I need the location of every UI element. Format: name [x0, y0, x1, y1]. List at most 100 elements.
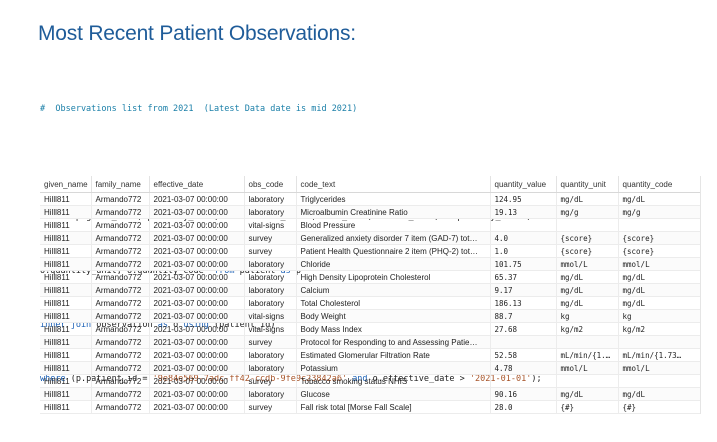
- cell-effective-date[interactable]: 2021-03-07 00:00:00: [149, 335, 245, 349]
- cell-obs-code[interactable]: survey: [244, 374, 297, 388]
- results-grid[interactable]: given_name family_name effective_date obs_c…: [40, 176, 701, 414]
- cell-quantity-value[interactable]: 124.95: [490, 192, 557, 206]
- cell-given-name[interactable]: Hilll811: [40, 387, 92, 401]
- cell-family-name[interactable]: Armando772: [91, 231, 150, 245]
- cell-quantity-code[interactable]: [618, 374, 700, 388]
- column-header-quantity-code[interactable]: quantity_code: [618, 176, 700, 193]
- cell-effective-date[interactable]: 2021-03-07 00:00:00: [149, 218, 245, 232]
- column-header-quantity-unit[interactable]: quantity_unit: [556, 176, 619, 193]
- cell-code-text[interactable]: Generalized anxiety disorder 7 item (GAD…: [296, 231, 491, 245]
- cell-quantity-value[interactable]: 1.0: [490, 244, 557, 258]
- cell-quantity-code[interactable]: mmol/L: [618, 361, 700, 375]
- cell-effective-date[interactable]: 2021-03-07 00:00:00: [149, 257, 245, 271]
- cell-family-name[interactable]: Armando772: [91, 322, 150, 336]
- table-row[interactable]: Hilll811 Armando772 2021-03-07 00:00:00 lab…: [40, 257, 700, 271]
- cell-effective-date[interactable]: 2021-03-07 00:00:00: [149, 361, 245, 375]
- cell-quantity-unit[interactable]: mL/min/{1.7…: [556, 348, 619, 362]
- table-row[interactable]: Hilll811 Armando772 2021-03-07 00:00:00 lab…: [40, 270, 700, 284]
- cell-effective-date[interactable]: 2021-03-07 00:00:00: [149, 296, 245, 310]
- cell-given-name[interactable]: Hilll811: [40, 374, 92, 388]
- table-row[interactable]: Hilll811 Armando772 2021-03-07 00:00:00 lab…: [40, 387, 700, 401]
- cell-quantity-unit[interactable]: {score}: [556, 244, 619, 258]
- cell-quantity-unit[interactable]: mg/dL: [556, 270, 619, 284]
- cell-code-text[interactable]: Calcium: [296, 283, 491, 297]
- cell-given-name[interactable]: Hilll811: [40, 244, 92, 258]
- cell-quantity-code[interactable]: kg: [618, 309, 700, 323]
- cell-quantity-code[interactable]: mg/dL: [618, 192, 700, 206]
- cell-obs-code[interactable]: vital-signs: [244, 322, 297, 336]
- cell-quantity-unit[interactable]: mmol/L: [556, 257, 619, 271]
- table-row[interactable]: Hilll811 Armando772 2021-03-07 00:00:00 vit…: [40, 322, 700, 336]
- table-row[interactable]: Hilll811 Armando772 2021-03-07 00:00:00 lab…: [40, 192, 700, 206]
- cell-effective-date[interactable]: 2021-03-07 00:00:00: [149, 309, 245, 323]
- cell-code-text[interactable]: Estimated Glomerular Filtration Rate: [296, 348, 491, 362]
- cell-family-name[interactable]: Armando772: [91, 348, 150, 362]
- cell-effective-date[interactable]: 2021-03-07 00:00:00: [149, 270, 245, 284]
- cell-quantity-value[interactable]: 52.58: [490, 348, 557, 362]
- cell-family-name[interactable]: Armando772: [91, 374, 150, 388]
- cell-family-name[interactable]: Armando772: [91, 205, 150, 219]
- cell-quantity-unit[interactable]: mg/dL: [556, 387, 619, 401]
- cell-quantity-code[interactable]: mmol/L: [618, 257, 700, 271]
- cell-quantity-value[interactable]: [490, 335, 557, 349]
- table-row[interactable]: Hilll811 Armando772 2021-03-07 00:00:00 vit…: [40, 309, 700, 323]
- cell-quantity-value[interactable]: 28.0: [490, 400, 557, 414]
- cell-quantity-unit[interactable]: {score}: [556, 231, 619, 245]
- cell-family-name[interactable]: Armando772: [91, 283, 150, 297]
- cell-quantity-unit[interactable]: kg: [556, 309, 619, 323]
- cell-family-name[interactable]: Armando772: [91, 309, 150, 323]
- cell-code-text[interactable]: Protocol for Responding to and Assessing…: [296, 335, 491, 349]
- cell-quantity-value[interactable]: [490, 374, 557, 388]
- table-row[interactable]: Hilll811 Armando772 2021-03-07 00:00:00 sur…: [40, 244, 700, 258]
- cell-family-name[interactable]: Armando772: [91, 296, 150, 310]
- cell-given-name[interactable]: Hilll811: [40, 270, 92, 284]
- table-row[interactable]: Hilll811 Armando772 2021-03-07 00:00:00 lab…: [40, 361, 700, 375]
- cell-family-name[interactable]: Armando772: [91, 270, 150, 284]
- column-header-given-name[interactable]: given_name: [40, 176, 92, 193]
- cell-quantity-value[interactable]: 4.0: [490, 231, 557, 245]
- cell-effective-date[interactable]: 2021-03-07 00:00:00: [149, 244, 245, 258]
- cell-obs-code[interactable]: vital-signs: [244, 218, 297, 232]
- cell-family-name[interactable]: Armando772: [91, 257, 150, 271]
- cell-quantity-code[interactable]: [618, 335, 700, 349]
- column-header-obs-code[interactable]: obs_code: [244, 176, 297, 193]
- cell-quantity-unit[interactable]: [556, 374, 619, 388]
- cell-given-name[interactable]: Hilll811: [40, 283, 92, 297]
- table-row[interactable]: Hilll811 Armando772 2021-03-07 00:00:00 sur…: [40, 400, 700, 414]
- cell-obs-code[interactable]: laboratory: [244, 296, 297, 310]
- cell-effective-date[interactable]: 2021-03-07 00:00:00: [149, 231, 245, 245]
- cell-obs-code[interactable]: laboratory: [244, 205, 297, 219]
- cell-family-name[interactable]: Armando772: [91, 192, 150, 206]
- cell-obs-code[interactable]: survey: [244, 244, 297, 258]
- cell-obs-code[interactable]: laboratory: [244, 348, 297, 362]
- cell-code-text[interactable]: High Density Lipoprotein Cholesterol: [296, 270, 491, 284]
- column-header-family-name[interactable]: family_name: [91, 176, 150, 193]
- cell-obs-code[interactable]: laboratory: [244, 283, 297, 297]
- cell-quantity-unit[interactable]: mg/dL: [556, 283, 619, 297]
- cell-family-name[interactable]: Armando772: [91, 218, 150, 232]
- cell-effective-date[interactable]: 2021-03-07 00:00:00: [149, 400, 245, 414]
- cell-obs-code[interactable]: laboratory: [244, 192, 297, 206]
- table-row[interactable]: Hilll811 Armando772 2021-03-07 00:00:00 lab…: [40, 348, 700, 362]
- cell-quantity-code[interactable]: {#}: [618, 400, 700, 414]
- cell-quantity-value[interactable]: 88.7: [490, 309, 557, 323]
- cell-obs-code[interactable]: vital-signs: [244, 309, 297, 323]
- cell-effective-date[interactable]: 2021-03-07 00:00:00: [149, 283, 245, 297]
- cell-quantity-code[interactable]: kg/m2: [618, 322, 700, 336]
- cell-obs-code[interactable]: laboratory: [244, 270, 297, 284]
- cell-given-name[interactable]: Hilll811: [40, 361, 92, 375]
- cell-quantity-code[interactable]: mg/dL: [618, 387, 700, 401]
- cell-quantity-unit[interactable]: mg/dL: [556, 192, 619, 206]
- table-row[interactable]: Hilll811 Armando772 2021-03-07 00:00:00 lab…: [40, 283, 700, 297]
- cell-quantity-value[interactable]: 101.75: [490, 257, 557, 271]
- cell-quantity-code[interactable]: {score}: [618, 244, 700, 258]
- cell-quantity-value[interactable]: 65.37: [490, 270, 557, 284]
- cell-given-name[interactable]: Hilll811: [40, 257, 92, 271]
- cell-quantity-code[interactable]: mg/dL: [618, 270, 700, 284]
- cell-code-text[interactable]: Total Cholesterol: [296, 296, 491, 310]
- cell-given-name[interactable]: Hilll811: [40, 192, 92, 206]
- column-header-quantity-value[interactable]: quantity_value: [490, 176, 557, 193]
- cell-obs-code[interactable]: laboratory: [244, 257, 297, 271]
- cell-obs-code[interactable]: survey: [244, 335, 297, 349]
- cell-given-name[interactable]: Hilll811: [40, 322, 92, 336]
